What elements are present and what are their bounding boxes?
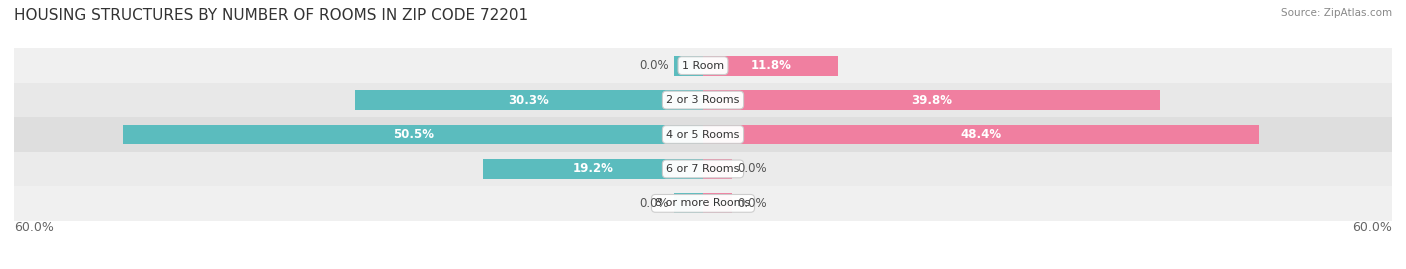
Text: 0.0%: 0.0% [638, 59, 669, 72]
Text: 39.8%: 39.8% [911, 94, 952, 107]
Bar [14, 152, 1392, 186]
Bar [14, 48, 1392, 83]
Bar [482, 159, 703, 179]
Text: 19.2%: 19.2% [572, 162, 613, 175]
Bar [703, 125, 1258, 144]
Text: 0.0%: 0.0% [738, 162, 768, 175]
Bar [124, 125, 703, 144]
Bar [703, 159, 731, 179]
Bar [703, 56, 838, 76]
Text: 48.4%: 48.4% [960, 128, 1001, 141]
Text: 60.0%: 60.0% [1353, 221, 1392, 233]
Text: Source: ZipAtlas.com: Source: ZipAtlas.com [1281, 8, 1392, 18]
Text: 4 or 5 Rooms: 4 or 5 Rooms [666, 129, 740, 140]
Text: 11.8%: 11.8% [751, 59, 792, 72]
Bar [675, 56, 703, 76]
Bar [675, 193, 703, 213]
Text: 60.0%: 60.0% [14, 221, 53, 233]
Text: 0.0%: 0.0% [738, 197, 768, 210]
Text: 6 or 7 Rooms: 6 or 7 Rooms [666, 164, 740, 174]
Text: HOUSING STRUCTURES BY NUMBER OF ROOMS IN ZIP CODE 72201: HOUSING STRUCTURES BY NUMBER OF ROOMS IN… [14, 8, 529, 23]
Bar [14, 186, 1392, 221]
Text: 0.0%: 0.0% [638, 197, 669, 210]
Text: 50.5%: 50.5% [392, 128, 433, 141]
Text: 2 or 3 Rooms: 2 or 3 Rooms [666, 95, 740, 105]
Bar [14, 117, 1392, 152]
Bar [14, 83, 1392, 117]
Bar [356, 90, 703, 110]
Text: 8 or more Rooms: 8 or more Rooms [655, 198, 751, 208]
Bar [703, 90, 1160, 110]
Bar [703, 193, 731, 213]
Text: 30.3%: 30.3% [509, 94, 550, 107]
Text: 1 Room: 1 Room [682, 61, 724, 71]
